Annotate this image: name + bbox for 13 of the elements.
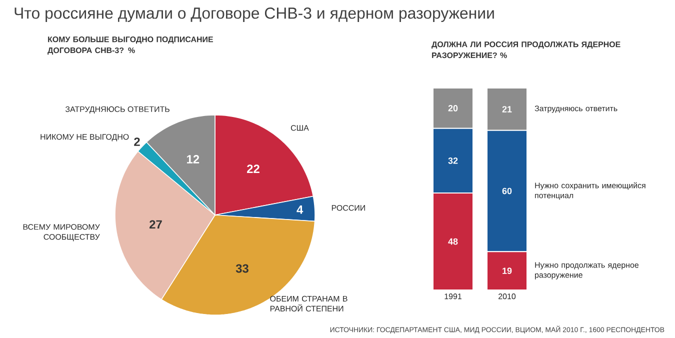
data-label: 27 — [150, 220, 162, 229]
data-label: 21 — [502, 106, 512, 112]
data-label: 60 — [502, 188, 512, 194]
data-label: 2 — [134, 138, 140, 146]
data-label: 4 — [296, 206, 304, 214]
data-label: 32 — [448, 158, 458, 164]
data-label: 33 — [236, 264, 248, 273]
chart-title: Что россияне думали о Договоре СНВ-3 и ядерном разоружении — [14, 8, 494, 22]
data-label: 12 — [187, 155, 200, 164]
data-label: 20 — [448, 105, 458, 112]
data-label: 19 — [502, 268, 512, 274]
data-label: 48 — [448, 238, 458, 245]
data-label: 22 — [247, 164, 260, 173]
